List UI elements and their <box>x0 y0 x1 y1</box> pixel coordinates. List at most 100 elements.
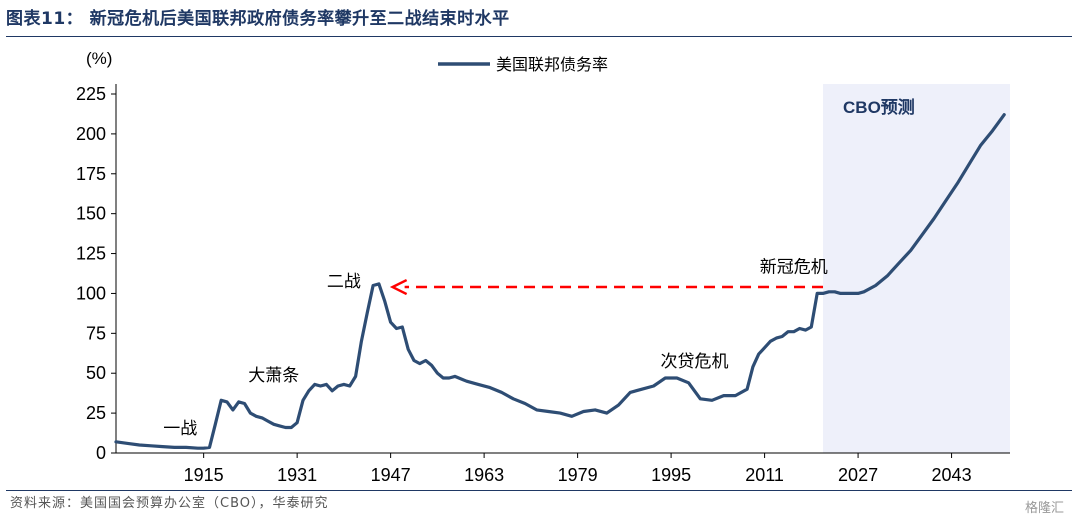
data-point <box>512 397 515 400</box>
data-point <box>524 402 527 405</box>
data-point <box>699 397 702 400</box>
x-tick-label: 1979 <box>558 465 598 485</box>
data-point <box>810 326 813 329</box>
data-point <box>389 321 392 324</box>
x-tick-label: 1915 <box>184 465 224 485</box>
data-point <box>746 388 749 391</box>
y-tick-label: 25 <box>86 403 106 423</box>
data-point <box>570 415 573 418</box>
data-point <box>751 365 754 368</box>
data-point <box>220 399 223 402</box>
data-point <box>284 426 287 429</box>
data-point <box>337 385 340 388</box>
data-point <box>278 424 281 427</box>
data-point <box>489 386 492 389</box>
data-point <box>792 330 795 333</box>
data-point <box>664 377 667 380</box>
data-point <box>851 292 854 295</box>
y-tick-label: 225 <box>76 84 106 104</box>
data-point <box>687 381 690 384</box>
data-point <box>453 375 456 378</box>
data-point <box>196 447 199 450</box>
data-point <box>535 408 538 411</box>
data-point <box>909 249 912 252</box>
y-tick-label: 175 <box>76 164 106 184</box>
y-tick-label: 75 <box>86 323 106 343</box>
data-point <box>582 410 585 413</box>
data-point <box>348 385 351 388</box>
data-point <box>605 412 608 415</box>
data-point <box>255 415 258 418</box>
data-point <box>401 326 404 329</box>
data-point <box>185 446 188 449</box>
data-point <box>296 421 299 424</box>
data-point <box>302 399 305 402</box>
data-point <box>173 446 176 449</box>
data-point <box>500 391 503 394</box>
data-point <box>816 292 819 295</box>
data-point <box>226 400 229 403</box>
x-tick-label: 1931 <box>277 465 317 485</box>
data-point <box>757 353 760 356</box>
y-tick-label: 125 <box>76 244 106 264</box>
data-point <box>307 389 310 392</box>
data-point <box>342 383 345 386</box>
data-point <box>886 274 889 277</box>
data-point <box>722 394 725 397</box>
data-point <box>418 362 421 365</box>
data-point <box>430 364 433 367</box>
data-point <box>547 410 550 413</box>
data-point <box>161 445 164 448</box>
data-point <box>115 440 118 443</box>
y-tick-label: 50 <box>86 363 106 383</box>
x-tick-label: 2027 <box>838 465 878 485</box>
data-point <box>237 400 240 403</box>
data-point <box>979 144 982 147</box>
data-point <box>383 300 386 303</box>
annotation: 次贷危机 <box>660 352 728 372</box>
data-point <box>331 389 334 392</box>
figure-title: 图表11： 新冠危机后美国联邦政府债务率攀升至二战结束时水平 <box>6 9 510 29</box>
data-point <box>377 282 380 285</box>
data-point <box>933 217 936 220</box>
data-point <box>898 262 901 265</box>
data-point <box>413 359 416 362</box>
y-tick-label: 100 <box>76 283 106 303</box>
data-point <box>261 416 264 419</box>
data-point <box>477 383 480 386</box>
data-point <box>804 329 807 332</box>
data-point <box>325 383 328 386</box>
data-point <box>559 412 562 415</box>
data-point <box>424 359 427 362</box>
data-point <box>675 377 678 380</box>
data-point <box>968 163 971 166</box>
data-point <box>1003 113 1006 116</box>
y-tick-label: 200 <box>76 124 106 144</box>
data-point <box>448 377 451 380</box>
data-point <box>465 380 468 383</box>
annotation: 新冠危机 <box>760 258 828 278</box>
debt-ratio-chart: CBO预测 (%) 0 25 50 75 100 125 150 175 200 225 1915 193… <box>76 49 1010 485</box>
data-point <box>249 412 252 415</box>
data-point <box>208 446 211 449</box>
annotation: 二战 <box>327 272 361 292</box>
data-point <box>822 292 825 295</box>
series-line <box>114 113 1006 450</box>
x-tick-label: 2043 <box>932 465 972 485</box>
figure-footer: 资料来源：美国国会预算办公室（CBO），华泰研究 格隆汇 <box>6 490 1072 521</box>
data-point <box>436 372 439 375</box>
data-point <box>944 199 947 202</box>
annotation: 大萧条 <box>248 366 299 386</box>
data-point <box>617 404 620 407</box>
data-point <box>150 444 153 447</box>
data-point <box>407 348 410 351</box>
data-point <box>395 327 398 330</box>
arrowhead <box>389 278 408 296</box>
data-point <box>874 284 877 287</box>
chart-container: CBO预测 (%) 0 25 50 75 100 125 150 175 200 225 1915 193… <box>0 38 1080 490</box>
data-point <box>734 394 737 397</box>
data-point <box>763 346 766 349</box>
data-point <box>991 129 994 132</box>
data-point <box>290 426 293 429</box>
data-point <box>827 290 830 293</box>
